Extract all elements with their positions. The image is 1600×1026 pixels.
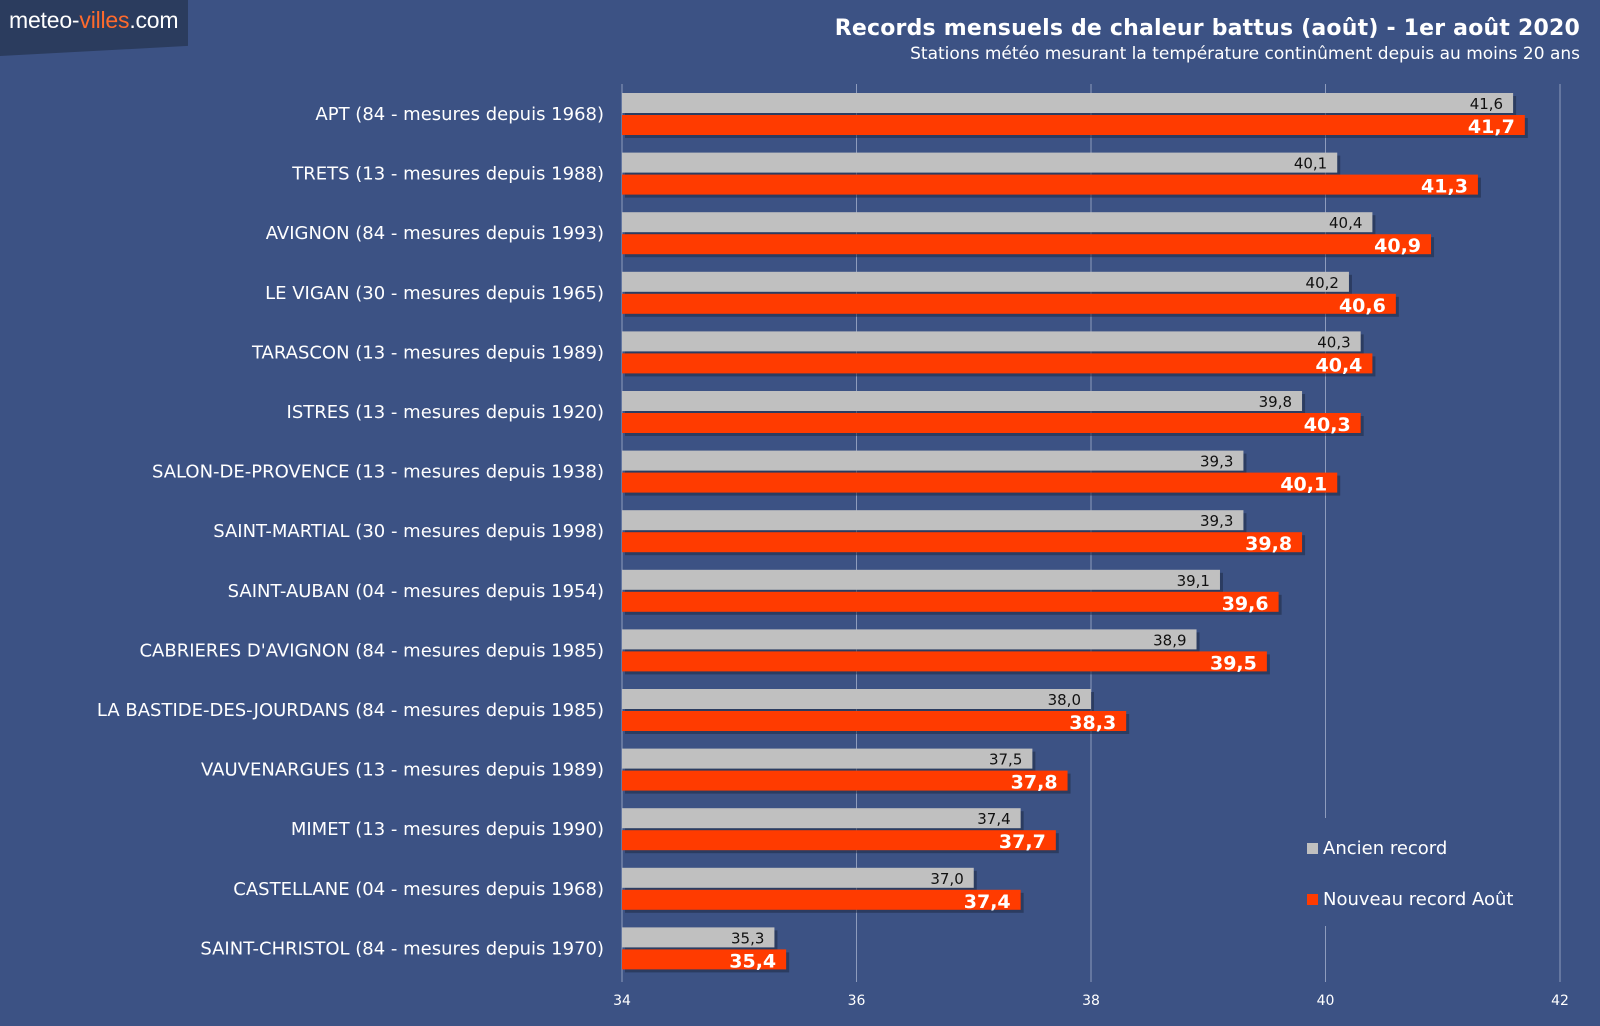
site-logo[interactable]: meteo-villes.com [0,0,188,56]
x-tick-label: 42 [1551,993,1569,1009]
bar-nouveau-record [622,889,1021,910]
category-label: LE VIGAN (30 - mesures depuis 1965) [265,283,604,304]
x-tick-label: 40 [1317,993,1335,1009]
data-label-nouveau: 38,3 [1069,712,1116,734]
category-label: AVIGNON (84 - mesures depuis 1993) [266,223,604,244]
bar-ancien-record [622,152,1338,173]
data-label-ancien: 39,3 [1200,512,1233,530]
category-label: CABRIERES D'AVIGNON (84 - mesures depuis… [139,640,604,661]
bar-nouveau-record [622,591,1279,612]
data-label-ancien: 40,4 [1329,214,1362,232]
bar-nouveau-record [622,353,1373,374]
category-label: MIMET (13 - mesures depuis 1990) [291,819,604,840]
data-label-nouveau: 40,9 [1374,235,1421,257]
bar-ancien-record [622,391,1303,411]
category-label: VAUVENARGUES (13 - mesures depuis 1989) [201,760,604,781]
data-label-nouveau: 39,8 [1245,533,1292,555]
chart-subtitle: Stations météo mesurant la température c… [910,44,1580,64]
chart-title: Records mensuels de chaleur battus (août… [834,16,1580,41]
bar-nouveau-record [622,234,1432,255]
category-label: SAINT-MARTIAL (30 - mesures depuis 1998) [213,521,604,542]
category-label: LA BASTIDE-DES-JOURDANS (84 - mesures de… [97,700,604,721]
x-tick-label: 34 [613,993,631,1009]
data-label-ancien: 38,0 [1048,691,1081,709]
data-label-ancien: 37,0 [930,870,963,888]
data-label-nouveau: 41,7 [1468,116,1515,138]
logo-suffix: .com [129,7,179,33]
data-label-nouveau: 40,1 [1280,474,1327,496]
data-label-ancien: 37,4 [977,810,1010,828]
bar-nouveau-record [622,532,1303,553]
bar-nouveau-record [622,949,787,970]
data-label-nouveau: 37,4 [964,891,1011,913]
logo-accent: villes [79,7,130,33]
chart-header: Records mensuels de chaleur battus (août… [835,16,1580,64]
category-label: APT (84 - mesures depuis 1968) [315,104,604,125]
data-label-nouveau: 37,7 [999,831,1046,853]
legend-swatch-ancien [1307,843,1318,854]
bar-nouveau-record [622,770,1068,791]
data-label-ancien: 39,3 [1200,453,1233,471]
data-label-nouveau: 40,3 [1304,414,1351,436]
data-label-nouveau: 37,8 [1011,772,1058,794]
bar-ancien-record [622,629,1197,650]
data-label-ancien: 39,8 [1259,393,1292,411]
bar-nouveau-record [622,413,1361,433]
bar-nouveau-record [622,115,1525,135]
category-label: TARASCON (13 - mesures depuis 1989) [251,342,604,363]
bar-nouveau-record [622,711,1127,731]
legend-swatch-nouveau [1307,894,1318,905]
data-label-ancien: 41,6 [1470,95,1503,113]
bar-nouveau-record [622,830,1056,851]
data-label-ancien: 35,3 [731,929,764,947]
bar-ancien-record [622,689,1091,709]
category-label: SALON-DE-PROVENCE (13 - mesures depuis 1… [152,462,604,483]
data-label-nouveau: 39,6 [1222,593,1269,615]
x-tick-label: 36 [848,993,866,1009]
category-label: SAINT-CHRISTOL (84 - mesures depuis 1970… [200,938,604,959]
bar-ancien-record [622,212,1373,233]
bar-nouveau-record [622,472,1338,493]
legend-box [1295,818,1533,926]
data-label-ancien: 39,1 [1177,572,1210,590]
bar-nouveau-record [622,651,1267,672]
bar-ancien-record [622,271,1349,292]
bar-nouveau-record [622,293,1396,314]
bar-nouveau-record [622,174,1478,195]
bar-ancien-record [622,808,1021,829]
category-label: CASTELLANE (04 - mesures depuis 1968) [233,879,604,900]
bar-ancien-record [622,331,1361,352]
data-label-nouveau: 35,4 [729,950,776,972]
bar-ancien-record [622,569,1220,590]
data-label-ancien: 40,2 [1306,274,1339,292]
data-label-nouveau: 40,4 [1316,354,1363,376]
data-label-ancien: 37,5 [989,751,1022,769]
bar-ancien-record [622,867,974,888]
category-label: TRETS (13 - mesures depuis 1988) [291,164,604,185]
data-label-ancien: 38,9 [1153,631,1186,649]
logo-prefix: meteo- [9,7,80,33]
category-label: SAINT-AUBAN (04 - mesures depuis 1954) [228,581,604,602]
x-tick-label: 38 [1082,993,1100,1009]
category-label: ISTRES (13 - mesures depuis 1920) [287,402,604,423]
legend-label-ancien: Ancien record [1323,838,1447,859]
bar-ancien-record [622,510,1244,531]
data-label-nouveau: 39,5 [1210,652,1257,674]
bar-ancien-record [622,748,1033,769]
data-label-nouveau: 40,6 [1339,295,1386,317]
bar-ancien-record [622,927,775,948]
legend-label-nouveau: Nouveau record Août [1323,889,1513,910]
bar-ancien-record [622,450,1244,471]
data-label-nouveau: 41,3 [1421,176,1468,198]
bar-ancien-record [622,93,1514,113]
data-label-ancien: 40,1 [1294,155,1327,173]
data-label-ancien: 40,3 [1317,333,1350,351]
